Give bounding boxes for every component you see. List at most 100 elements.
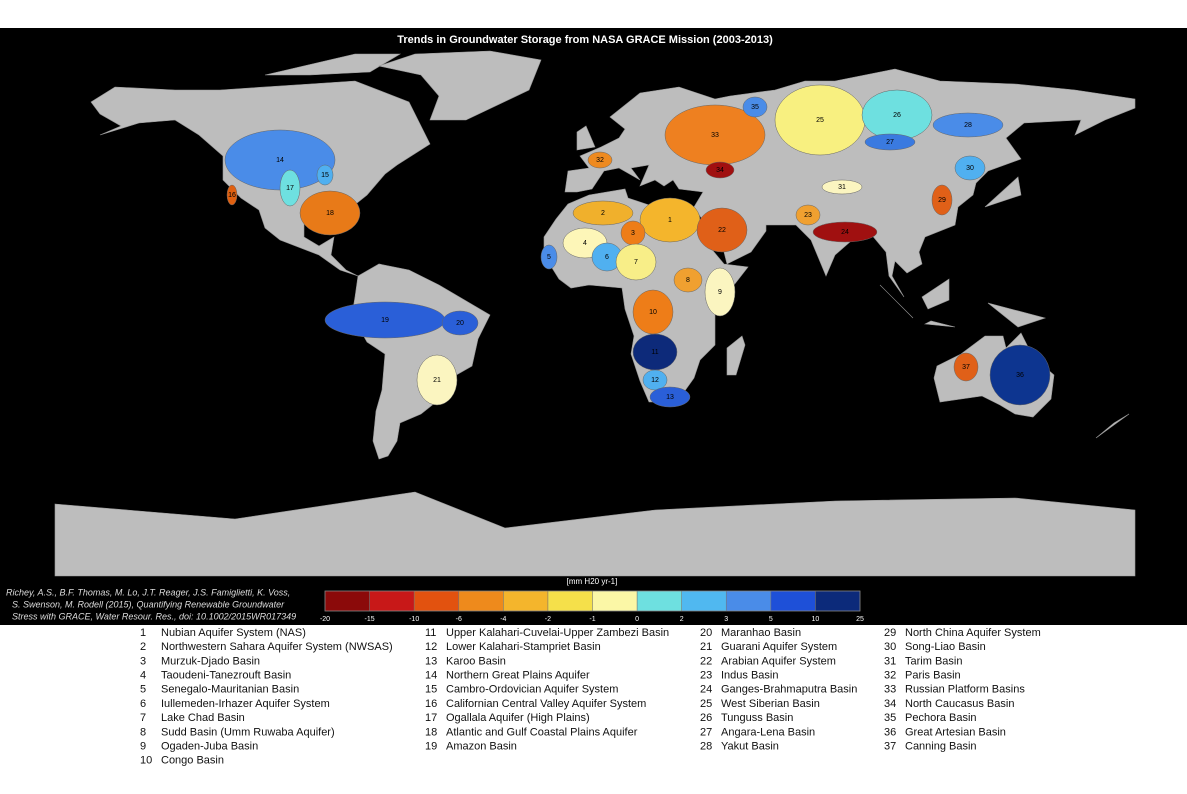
legend-name: Tunguss Basin [721,712,793,724]
basin-region [673,267,703,293]
landmass [726,335,746,376]
basin-number: 18 [326,210,334,217]
basin-number: 27 [886,139,894,146]
legend-number: 6 [140,698,146,710]
map-title: Trends in Groundwater Storage from NASA … [397,34,773,46]
legend-name: Russian Platform Basins [905,684,1025,696]
basin-number: 3 [631,230,635,237]
legend-name: Lake Chad Basin [161,712,245,724]
colorbar-bin [414,591,459,611]
legend-name: Paris Basin [905,670,961,682]
legend-name: Pechora Basin [905,712,977,724]
basin-number: 2 [601,210,605,217]
basin-number: 17 [286,185,294,192]
basin-region [705,161,735,179]
legend-number: 28 [700,741,712,753]
colorbar-bin [770,591,816,611]
basin-number: 31 [838,184,846,191]
legend-number: 23 [700,670,712,682]
basin-region [953,352,979,382]
legend-name: Tarim Basin [905,655,962,667]
legend-name: North Caucasus Basin [905,698,1014,710]
legend-name: Song-Liao Basin [905,641,986,653]
landmass [879,284,914,319]
basin-number: 8 [686,277,690,284]
basin-number: 10 [649,309,657,316]
legend-number: 9 [140,741,146,753]
legend-number: 16 [425,698,437,710]
legend-number: 36 [884,726,896,738]
basin-number: 34 [716,167,724,174]
landmass [377,50,542,121]
basin-region [587,151,613,169]
legend-number: 8 [140,726,146,738]
colorbar-bin [503,591,548,611]
colorbar-bin [726,591,771,611]
basin-number: 4 [583,240,587,247]
legend-number: 33 [884,684,896,696]
landmass [576,125,596,151]
basin-region [316,164,334,186]
citation-line: Richey, A.S., B.F. Thomas, M. Lo, J.T. R… [6,587,290,597]
legend-number: 22 [700,655,712,667]
legend-name: Californian Central Valley Aquifer Syste… [446,698,646,710]
legend-name: Indus Basin [721,670,778,682]
legend-number: 31 [884,655,896,667]
colorbar-tick-label: -10 [409,616,419,623]
basin-region [821,179,863,195]
legend-name: Arabian Aquifer System [721,655,836,667]
basin-region [989,344,1051,406]
colorbar-bin [681,591,727,611]
legend-name: Lower Kalahari-Stampriet Basin [446,641,601,653]
basin-region [416,354,458,406]
basin-number: 22 [718,227,726,234]
legend-number: 21 [700,641,712,653]
legend-name: Upper Kalahari-Cuvelai-Upper Zambezi Bas… [446,627,669,639]
legend-number: 26 [700,712,712,724]
basin-region [299,190,361,236]
basin-region [615,243,657,281]
basin-region [540,244,558,270]
legend-number: 30 [884,641,896,653]
basin-number: 24 [841,229,849,236]
basin-number: 13 [666,394,674,401]
legend-name: Cambro-Ordovician Aquifer System [446,684,618,696]
legend-name: Northwestern Sahara Aquifer System (NWSA… [161,641,393,653]
basin-region [279,169,301,207]
basin-region [931,184,953,216]
basin-region [441,310,479,336]
basin-number: 16 [228,192,236,199]
legend-number: 1 [140,627,146,639]
basin-number: 19 [381,317,389,324]
basin-region [864,133,916,151]
basin-region [795,204,821,226]
colorbar-tick-label: 5 [769,616,773,623]
basin-region [696,207,748,253]
basin-number: 30 [966,165,974,172]
legend-name: Iullemeden-Irhazer Aquifer System [161,698,330,710]
basin-region [642,369,668,391]
basin-number: 12 [651,377,659,384]
basin-number: 11 [651,349,658,356]
colorbar-bin [325,591,370,611]
legend-number: 4 [140,670,146,682]
legend-name: Senegalo-Mauritanian Basin [161,684,299,696]
colorbar-tick-label: -6 [456,616,462,623]
legend-number: 27 [700,726,712,738]
legend-name: Ganges-Brahmaputra Basin [721,684,857,696]
legend-name: Canning Basin [905,741,977,753]
basin-number: 7 [634,259,638,266]
landmass [987,302,1047,328]
legend-number: 29 [884,627,896,639]
legend-name: Guarani Aquifer System [721,641,837,653]
basin-region [742,96,768,118]
legend-number: 10 [140,755,152,767]
citation-line: S. Swenson, M. Rodell (2015), Quantifyin… [12,599,285,609]
legend-number: 2 [140,641,146,653]
colorbar: -20 -15 -10 -6 -4 -2 -1 0 2 3 5 10 25 [320,590,864,623]
legend-name: Murzuk-Djado Basin [161,655,260,667]
basin-region [226,184,238,206]
legend-name: Taoudeni-Tanezrouft Basin [161,670,291,682]
basin-number: 29 [938,197,946,204]
